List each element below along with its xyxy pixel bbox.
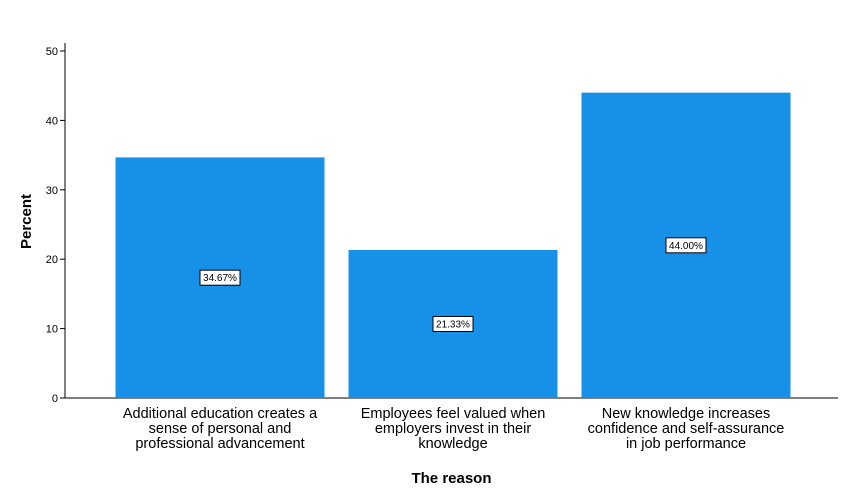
category-label: Employees feel valued when employers inve… (361, 406, 546, 452)
y-tick-label: 50 (46, 46, 58, 58)
y-tick-label: 40 (46, 115, 58, 127)
data-labels: 34.67% 21.33% 44.00% (199, 237, 707, 332)
y-tick-label: 30 (46, 185, 58, 197)
category-label-line: professional advancement (135, 436, 304, 452)
category-label-line: New knowledge increases (602, 406, 770, 422)
category-label-line: Additional education creates a (123, 406, 318, 422)
x-axis-title: The reason (411, 470, 491, 487)
data-label-box (199, 269, 241, 286)
y-tick-label: 10 (46, 324, 58, 336)
category-label-line: in job performance (626, 436, 746, 452)
y-ticks: 0 10 20 30 40 50 (46, 46, 65, 405)
category-label-line: sense of personal and (149, 421, 292, 437)
category-label-line: employers invest in their (375, 421, 532, 437)
data-label-box (665, 237, 707, 254)
y-tick-label: 0 (52, 393, 58, 405)
data-label: 34.67% (203, 273, 237, 284)
category-label: New knowledge increases confidence and se… (588, 406, 785, 452)
category-labels: Additional education creates a sense of p… (123, 406, 784, 452)
category-label-line: knowledge (418, 436, 487, 452)
y-axis-title: Percent (18, 194, 35, 249)
data-label: 21.33% (436, 319, 470, 330)
data-label: 44.00% (669, 241, 703, 252)
category-label-line: confidence and self-assurance (588, 421, 785, 437)
category-label: Additional education creates a sense of p… (123, 406, 318, 452)
category-label-line: Employees feel valued when (361, 406, 546, 422)
data-label-box (432, 315, 474, 332)
y-tick-label: 20 (46, 254, 58, 266)
